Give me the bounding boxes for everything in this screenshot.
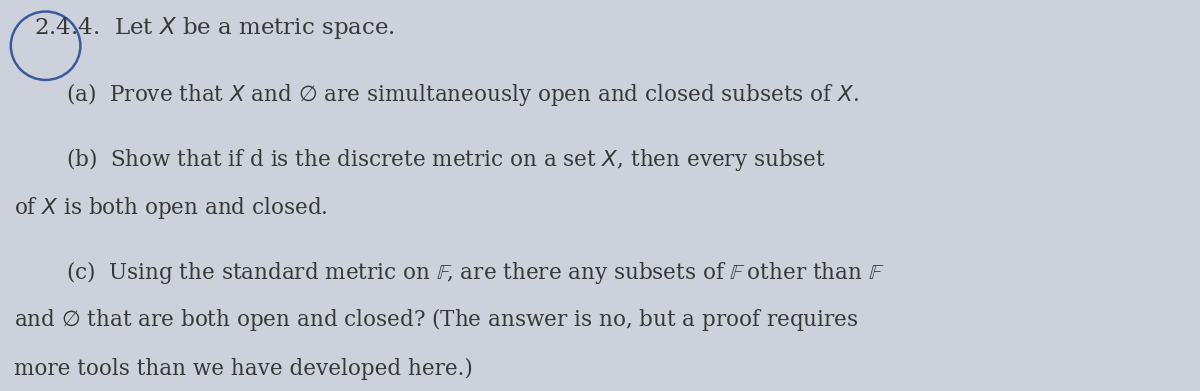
Text: 2.4.4.  Let $X$ be a metric space.: 2.4.4. Let $X$ be a metric space. bbox=[34, 15, 395, 41]
Text: (a)  Prove that $X$ and $\varnothing$ are simultaneously open and closed subsets: (a) Prove that $X$ and $\varnothing$ are… bbox=[66, 81, 859, 108]
Text: (b)  Show that if d is the discrete metric on a set $X$, then every subset: (b) Show that if d is the discrete metri… bbox=[66, 146, 826, 173]
Text: (c)  Using the standard metric on $\mathbb{F}$, are there any subsets of $\mathb: (c) Using the standard metric on $\mathb… bbox=[66, 259, 884, 286]
Text: and $\varnothing$ that are both open and closed? (The answer is no, but a proof : and $\varnothing$ that are both open and… bbox=[14, 306, 859, 333]
Text: more tools than we have developed here.): more tools than we have developed here.) bbox=[14, 358, 473, 380]
Text: of $X$ is both open and closed.: of $X$ is both open and closed. bbox=[14, 195, 328, 221]
